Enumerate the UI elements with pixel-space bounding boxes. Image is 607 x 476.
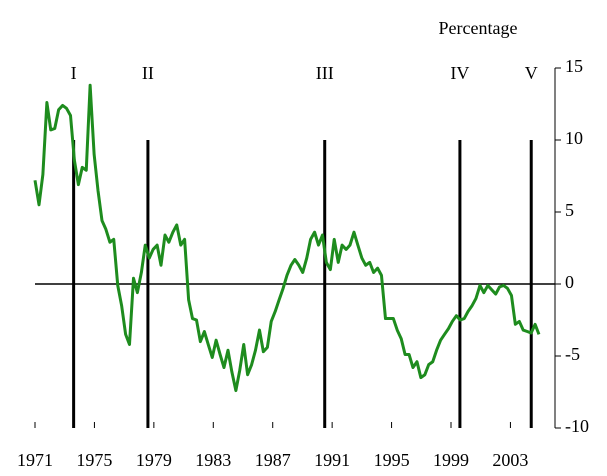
regime-label: V [525, 63, 538, 83]
x-tick-label: 1995 [374, 450, 410, 470]
x-tick-label: 1987 [255, 450, 291, 470]
x-tick-label: 2003 [492, 450, 528, 470]
regime-label: III [316, 63, 334, 83]
regime-label: II [142, 63, 154, 83]
y-tick-label: 5 [565, 200, 574, 220]
x-tick-label: 1975 [76, 450, 112, 470]
x-tick-label: 1991 [314, 450, 350, 470]
x-tick-label: 1999 [433, 450, 469, 470]
x-tick-label: 1983 [195, 450, 231, 470]
y-tick-label: 15 [565, 56, 583, 76]
y-axis-label: Percentage [439, 18, 518, 38]
regime-label: IV [450, 63, 469, 83]
y-tick-label: -5 [565, 344, 580, 364]
y-tick-label: 10 [565, 128, 583, 148]
regime-label: I [71, 63, 77, 83]
x-tick-label: 1971 [17, 450, 53, 470]
x-tick-label: 1979 [136, 450, 172, 470]
y-tick-label: 0 [565, 272, 574, 292]
data-line [33, 83, 541, 393]
y-tick-label: -10 [565, 416, 589, 436]
